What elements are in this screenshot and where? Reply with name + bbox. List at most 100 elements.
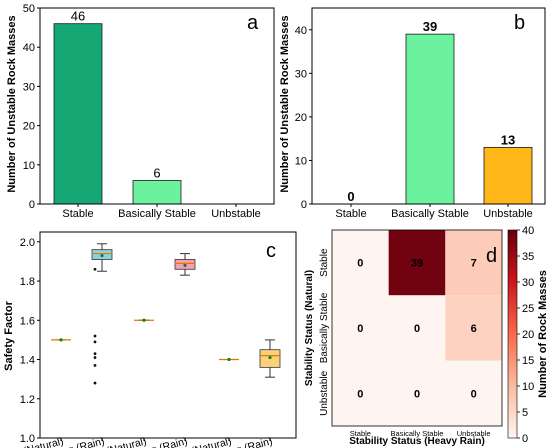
d-cell (445, 295, 502, 361)
d-colorbar-tick-label: 10 (522, 381, 534, 393)
panel-a-frame (39, 7, 275, 205)
d-cell (445, 230, 502, 296)
panel-d-colorbar-ticks: 0 5 10 15 20 25 30 35 40 (517, 225, 534, 445)
d-cell-label: 0 (357, 388, 363, 400)
panel-d-ylabel: Stability Status (Natural) (304, 270, 315, 386)
panel-c-xticks: Toppling (Natural)Toppling (Rain)Falling… (0, 435, 274, 448)
d-colorbar-tick-label: 35 (522, 251, 534, 263)
d-x-category-label: Basically Stable (391, 429, 444, 438)
d-cell (332, 295, 389, 361)
panel-c-boxes (51, 243, 281, 385)
panel-d-y-categories: Stable Basically Stable Unbstable (319, 248, 330, 416)
panel-d-cells: 0 39 7 0 0 6 0 0 0 (332, 230, 502, 426)
c-ytick-label: 1.4 (20, 355, 35, 367)
panel-c-yticks: 1.0 1.2 1.4 1.6 1.8 2.0 (20, 237, 40, 445)
c-outlier-point (93, 334, 97, 338)
panel-a-value-labels: 46 6 (71, 9, 161, 181)
panel-c: Safety Factor 1.0 1.2 1.4 1.6 1.8 2.0 Topplin… (0, 231, 297, 448)
panel-b-yticks: 0 10 20 30 40 (295, 25, 312, 211)
panel-a-bars (53, 23, 182, 205)
d-cell-label: 7 (471, 258, 477, 270)
c-outlier-point (93, 352, 97, 356)
a-ytick-label: 20 (23, 121, 35, 133)
d-cell (388, 360, 446, 426)
c-outlier-point (93, 340, 97, 344)
c-ytick-label: 1.8 (20, 276, 35, 288)
b-xtick-label: Basically Stable (391, 208, 469, 220)
b-value-label: 39 (423, 19, 437, 34)
c-mean-point (268, 355, 272, 360)
b-ytick-label: 0 (301, 199, 307, 211)
c-mean-point (142, 318, 146, 322)
d-colorbar-tick-label: 25 (522, 303, 534, 315)
panel-b-value-labels: 0 39 13 (347, 19, 515, 204)
panel-d-colorbar-label: Number of Rock Masses (537, 270, 549, 398)
panel-b-ylabel: Number of Unstable Rock Masses (279, 15, 291, 192)
d-cell-label: 0 (357, 258, 363, 270)
panel-c-ylabel: Safety Factor (3, 300, 15, 370)
a-xtick-label: Basically Stable (118, 208, 196, 220)
d-cell-label: 0 (357, 323, 363, 335)
d-cell-label: 39 (411, 258, 423, 270)
b-bar (483, 146, 533, 205)
panel-d: Stability Status (Natural) Stable Basical… (304, 225, 549, 447)
a-bar (132, 180, 182, 205)
d-cell-label: 0 (414, 323, 420, 335)
panel-d-colorbar (507, 229, 518, 439)
d-colorbar-tick-label: 30 (522, 277, 534, 289)
d-cell-label: 6 (471, 323, 477, 335)
c-ytick-label: 1.2 (20, 394, 35, 406)
c-outlier-point (93, 267, 97, 271)
d-cell-label: 0 (414, 388, 420, 400)
c-ytick-label: 2.0 (20, 237, 35, 249)
panel-b-letter: b (514, 12, 525, 34)
c-mean-point (227, 357, 231, 362)
c-ytick-label: 1.6 (20, 315, 35, 327)
d-colorbar-tick-label: 0 (522, 433, 528, 445)
b-bar (405, 33, 455, 205)
d-colorbar-tick-label: 40 (522, 225, 534, 237)
b-ytick-label: 20 (295, 112, 307, 124)
d-cell-label: 0 (471, 388, 477, 400)
c-ytick-label: 1.0 (20, 433, 35, 445)
b-value-label: 0 (347, 189, 354, 204)
c-mean-point (59, 338, 63, 342)
panel-d-letter: d (486, 245, 497, 267)
d-x-category-label: Unbstable (457, 429, 491, 438)
d-colorbar-tick-label: 5 (522, 407, 528, 419)
a-xtick-label: Stable (62, 208, 93, 220)
a-bar (53, 23, 103, 205)
c-mean-point (183, 263, 187, 267)
b-ytick-label: 40 (295, 25, 307, 37)
panel-a-ylabel: Number of Unstable Rock Masses (6, 15, 18, 192)
a-ytick-label: 50 (23, 3, 35, 15)
d-y-category-label: Unbstable (319, 370, 330, 415)
d-cell (445, 360, 502, 426)
b-ytick-label: 10 (295, 155, 307, 167)
c-outlier-point (93, 381, 97, 385)
panel-b-bars (405, 33, 533, 205)
a-value-label: 46 (71, 9, 85, 24)
panel-d-frame (331, 229, 503, 427)
panel-b-xticks: Stable Basically Stable Unbstable (335, 204, 533, 220)
panel-d-x-categories: Stable Basically Stable Unbstable (350, 429, 491, 438)
panel-c-frame (39, 231, 297, 439)
panel-b-frame (311, 7, 546, 205)
a-ytick-label: 30 (23, 81, 35, 93)
d-colorbar-tick-label: 15 (522, 355, 534, 367)
c-outlier-point (93, 356, 97, 359)
c-outlier-point (93, 364, 97, 367)
panel-a: Number of Unstable Rock Masses 0 10 20 30 40… (6, 3, 275, 220)
d-cell (388, 295, 446, 361)
panel-d-xlabel: Stability Status (Heavy Rain) (349, 436, 485, 447)
a-ytick-label: 0 (29, 199, 35, 211)
a-ytick-label: 40 (23, 42, 35, 54)
a-xtick-label: Unbstable (211, 208, 261, 220)
b-value-label: 13 (501, 132, 515, 147)
b-xtick-label: Unbstable (483, 208, 533, 220)
panel-a-xticks: Stable Basically Stable Unbstable (62, 204, 261, 220)
panel-a-yticks: 0 10 20 30 40 50 (23, 3, 40, 211)
a-value-label: 6 (153, 165, 160, 180)
d-cell (388, 230, 446, 296)
